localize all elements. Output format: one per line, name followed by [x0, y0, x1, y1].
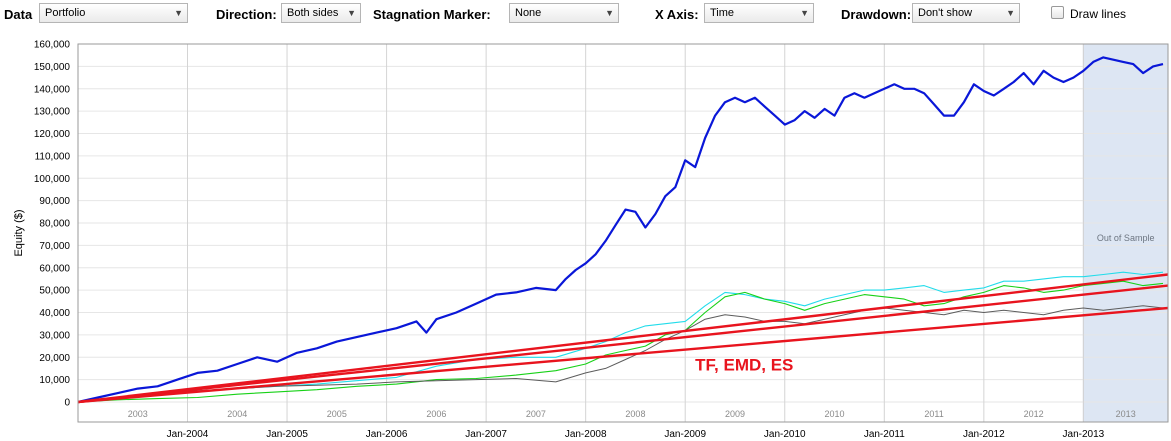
chevron-down-icon: ▼: [605, 8, 614, 18]
x-tick-label: Jan-2011: [864, 429, 905, 440]
chevron-down-icon: ▼: [347, 8, 356, 18]
y-tick-label: 100,000: [34, 174, 71, 185]
y-tick-label: 30,000: [39, 330, 70, 341]
data-select-value: Portfolio: [45, 7, 86, 19]
series-line: [77, 273, 1169, 404]
chevron-down-icon: ▼: [1006, 8, 1015, 18]
annotation-label: TF, EMD, ES: [695, 356, 793, 375]
y-tick-label: 130,000: [34, 107, 71, 118]
direction-select-value: Both sides: [287, 7, 339, 19]
data-select[interactable]: Portfolio ▼: [39, 3, 188, 23]
y-axis-label: Equity ($): [13, 209, 25, 256]
year-band-label: 2010: [825, 409, 845, 419]
year-band-label: 2012: [1024, 409, 1044, 419]
year-band-label: 2013: [1116, 409, 1136, 419]
direction-select[interactable]: Both sides ▼: [281, 3, 361, 23]
series-line: [77, 305, 1164, 403]
year-band-label: 2004: [227, 409, 247, 419]
stagnation-label: Stagnation Marker:: [373, 7, 491, 22]
out-of-sample-region: [1082, 43, 1169, 423]
chevron-down-icon: ▼: [800, 8, 809, 18]
series-line: [77, 271, 1164, 403]
xaxis-select-value: Time: [710, 7, 735, 19]
x-tick-label: Jan-2008: [565, 429, 607, 440]
y-tick-label: 90,000: [39, 196, 70, 207]
series-line: [77, 280, 1164, 403]
year-band-label: 2008: [625, 409, 645, 419]
series-line: [77, 306, 1169, 404]
y-tick-label: 120,000: [34, 129, 71, 140]
x-tick-label: Jan-2010: [764, 429, 806, 440]
y-tick-label: 70,000: [39, 241, 70, 252]
x-tick-label: Jan-2007: [465, 429, 507, 440]
series-line: [77, 56, 1164, 404]
year-band-label: 2011: [924, 409, 943, 419]
x-tick-label: Jan-2006: [366, 429, 408, 440]
stagnation-select[interactable]: None ▼: [509, 3, 619, 23]
equity-chart: Out of Sample 0 10,000 20,000 30,000 40,000 50…: [13, 40, 1169, 440]
drawdown-select-value: Don't show: [918, 7, 973, 19]
y-tick-label: 50,000: [39, 286, 70, 297]
drawdown-label: Drawdown:: [841, 7, 912, 22]
y-tick-label: 20,000: [39, 353, 70, 364]
xaxis-select[interactable]: Time ▼: [704, 3, 814, 23]
year-band-label: 2003: [128, 409, 148, 419]
drawdown-select[interactable]: Don't show ▼: [912, 3, 1020, 23]
y-tick-label: 60,000: [39, 263, 70, 274]
y-tick-label: 110,000: [35, 151, 71, 162]
plot-area: [78, 44, 1168, 422]
series-line: [77, 284, 1169, 404]
x-tick-label: Jan-2012: [963, 429, 1005, 440]
year-band-label: 2009: [725, 409, 745, 419]
chevron-down-icon: ▼: [174, 8, 183, 18]
y-tick-label: 80,000: [39, 219, 70, 230]
y-tick-label: 40,000: [39, 308, 70, 319]
x-tick-label: Jan-2009: [664, 429, 706, 440]
x-tick-label: Jan-2005: [266, 429, 308, 440]
year-band-label: 2007: [526, 409, 546, 419]
y-tick-label: 10,000: [39, 375, 70, 386]
direction-label: Direction:: [216, 7, 277, 22]
draw-lines-label: Draw lines: [1070, 7, 1127, 21]
xaxis-label: X Axis:: [655, 7, 699, 22]
y-tick-label: 140,000: [34, 84, 71, 95]
x-tick-label: Jan-2013: [1063, 429, 1105, 440]
draw-lines-checkbox[interactable]: [1051, 6, 1064, 19]
y-tick-label: 0: [64, 398, 70, 409]
data-label: Data: [4, 7, 33, 22]
y-tick-label: 150,000: [34, 62, 71, 73]
out-of-sample-label: Out of Sample: [1097, 233, 1155, 243]
toolbar: Data Portfolio ▼ Direction: Both sides ▼…: [0, 0, 1171, 30]
year-band-label: 2006: [426, 409, 446, 419]
x-tick-label: Jan-2004: [167, 429, 209, 440]
plot-frame: [77, 43, 1169, 423]
year-band-label: 2005: [327, 409, 347, 419]
y-tick-label: 160,000: [34, 40, 71, 51]
stagnation-select-value: None: [515, 7, 542, 19]
